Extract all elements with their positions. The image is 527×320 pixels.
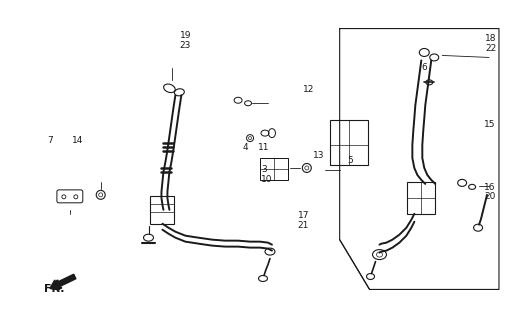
Text: 3
10: 3 10	[261, 165, 272, 184]
Bar	[260, 158, 288, 180]
Bar	[151, 196, 174, 224]
Text: 17
21: 17 21	[298, 211, 309, 230]
Text: 6: 6	[421, 63, 427, 72]
Text: FR.: FR.	[44, 284, 65, 294]
Text: 12: 12	[303, 85, 314, 94]
Text: 19
23: 19 23	[180, 31, 191, 50]
Text: 15: 15	[484, 120, 495, 130]
Bar	[407, 182, 435, 214]
Text: 7: 7	[47, 136, 53, 145]
Text: 18
22: 18 22	[485, 34, 496, 53]
Bar	[330, 120, 367, 165]
FancyArrow shape	[50, 274, 76, 290]
Text: 5: 5	[347, 156, 353, 164]
Text: 16
20: 16 20	[484, 182, 495, 201]
Text: 4: 4	[242, 143, 248, 152]
Text: 11: 11	[258, 143, 270, 152]
Text: 14: 14	[72, 136, 83, 145]
Text: 13: 13	[314, 151, 325, 160]
